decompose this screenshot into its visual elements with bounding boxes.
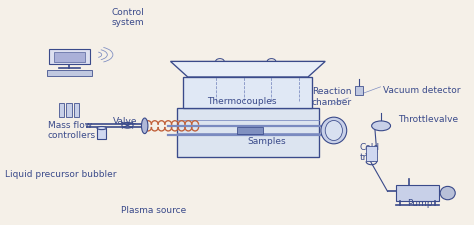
Text: Throttlevalve: Throttlevalve bbox=[398, 115, 458, 124]
Text: Plasma source: Plasma source bbox=[121, 206, 186, 215]
Bar bbox=[366, 146, 377, 161]
Text: Control
system: Control system bbox=[111, 8, 144, 27]
Ellipse shape bbox=[440, 186, 455, 200]
Bar bbox=[396, 185, 439, 201]
Bar bbox=[74, 103, 79, 117]
Polygon shape bbox=[171, 61, 325, 77]
Ellipse shape bbox=[325, 121, 342, 140]
Ellipse shape bbox=[97, 126, 107, 130]
Bar bbox=[97, 128, 107, 139]
Text: Samples: Samples bbox=[248, 137, 286, 146]
Text: Reaction
chamber: Reaction chamber bbox=[311, 87, 352, 107]
Bar bbox=[177, 108, 319, 157]
Bar bbox=[59, 103, 64, 117]
Circle shape bbox=[372, 121, 391, 131]
Ellipse shape bbox=[141, 118, 148, 134]
FancyBboxPatch shape bbox=[54, 52, 85, 62]
Text: Valve: Valve bbox=[113, 117, 137, 126]
Text: Mass flow
controllers: Mass flow controllers bbox=[48, 121, 96, 140]
FancyBboxPatch shape bbox=[47, 70, 92, 76]
Text: Vacuum detector: Vacuum detector bbox=[383, 86, 461, 95]
Bar bbox=[237, 127, 263, 134]
Text: Pump: Pump bbox=[407, 199, 433, 208]
Text: Liquid precursor bubbler: Liquid precursor bubbler bbox=[5, 170, 117, 179]
Bar bbox=[356, 86, 363, 95]
Text: Thermocouples: Thermocouples bbox=[207, 97, 276, 106]
Ellipse shape bbox=[321, 117, 346, 144]
Bar bbox=[66, 103, 72, 117]
Text: Cold
trap: Cold trap bbox=[360, 143, 380, 162]
FancyBboxPatch shape bbox=[49, 49, 90, 64]
Bar bbox=[183, 77, 312, 108]
